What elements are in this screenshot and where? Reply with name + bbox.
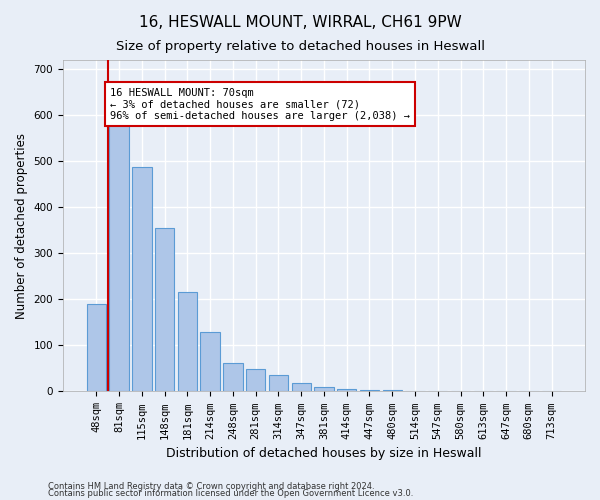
Bar: [383, 390, 402, 392]
Text: Size of property relative to detached houses in Heswall: Size of property relative to detached ho…: [115, 40, 485, 53]
Text: 16 HESWALL MOUNT: 70sqm
← 3% of detached houses are smaller (72)
96% of semi-det: 16 HESWALL MOUNT: 70sqm ← 3% of detached…: [110, 88, 410, 121]
Bar: [269, 376, 288, 392]
Bar: [132, 168, 152, 392]
Text: Contains public sector information licensed under the Open Government Licence v3: Contains public sector information licen…: [48, 489, 413, 498]
Bar: [155, 228, 174, 392]
Bar: [86, 304, 106, 392]
Bar: [406, 390, 425, 392]
Bar: [292, 383, 311, 392]
Text: Contains HM Land Registry data © Crown copyright and database right 2024.: Contains HM Land Registry data © Crown c…: [48, 482, 374, 491]
Bar: [178, 292, 197, 392]
Bar: [360, 390, 379, 392]
Y-axis label: Number of detached properties: Number of detached properties: [15, 132, 28, 318]
Bar: [223, 363, 242, 392]
Bar: [200, 332, 220, 392]
Bar: [246, 370, 265, 392]
Bar: [109, 124, 129, 392]
Bar: [314, 387, 334, 392]
X-axis label: Distribution of detached houses by size in Heswall: Distribution of detached houses by size …: [166, 447, 482, 460]
Text: 16, HESWALL MOUNT, WIRRAL, CH61 9PW: 16, HESWALL MOUNT, WIRRAL, CH61 9PW: [139, 15, 461, 30]
Bar: [337, 388, 356, 392]
Bar: [428, 390, 448, 392]
